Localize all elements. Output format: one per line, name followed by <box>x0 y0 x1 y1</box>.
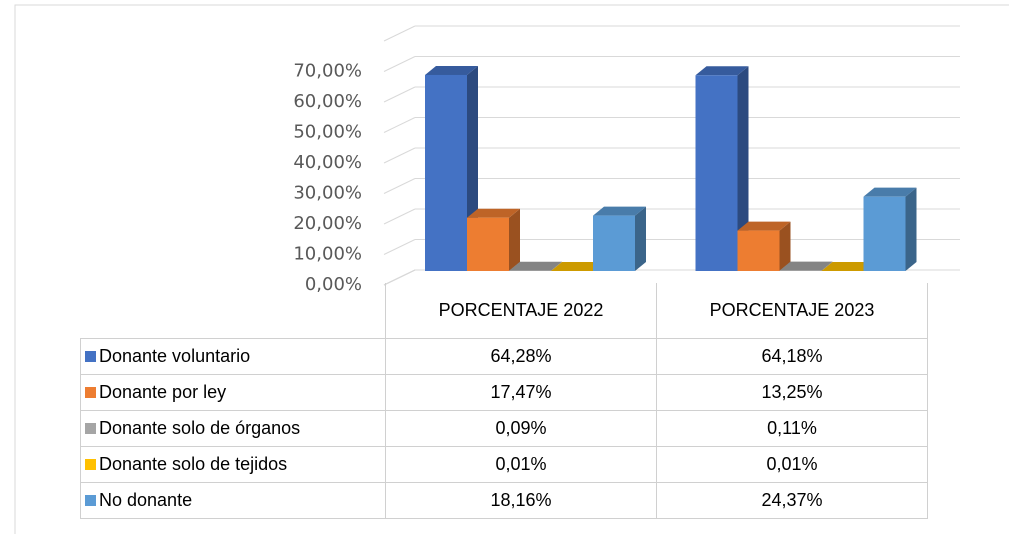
series-row: Donante solo de órganos 0,09% 0,11% <box>80 410 928 447</box>
legend-label: Donante voluntario <box>99 346 251 366</box>
legend-swatch <box>85 495 96 506</box>
bar-front <box>863 196 906 271</box>
value-cell: 0,01% <box>656 446 928 483</box>
grid-line-side <box>383 56 416 72</box>
y-tick-label: 40,00% <box>293 152 362 173</box>
bar <box>737 221 791 271</box>
y-tick-label: 60,00% <box>293 91 362 112</box>
value-cell: 0,09% <box>385 410 657 447</box>
legend-cell: No donante <box>80 482 386 519</box>
y-tick-label: 20,00% <box>293 213 362 234</box>
category-label: PORCENTAJE 2023 <box>656 283 928 339</box>
bar <box>425 65 478 271</box>
grid-line-side <box>383 86 416 103</box>
data-table: PORCENTAJE 2022 PORCENTAJE 2023 Donante vo… <box>80 283 928 519</box>
bar-front <box>467 217 509 271</box>
grid-line-side <box>383 178 416 194</box>
legend-cell: Donante voluntario <box>80 338 386 375</box>
legend-cell: Donante por ley <box>80 374 386 411</box>
grid-line-side <box>383 239 416 255</box>
value-cell: 0,11% <box>656 410 928 447</box>
legend-cell: Donante solo de tejidos <box>80 446 386 483</box>
bar <box>695 66 749 271</box>
bar-top <box>821 261 875 271</box>
bar <box>779 261 833 271</box>
bar-top <box>425 65 478 75</box>
bar-side <box>779 221 791 271</box>
bar-front <box>593 215 635 271</box>
bar-side <box>635 206 646 271</box>
bar-front <box>425 74 467 271</box>
series-row: No donante 18,16% 24,37% <box>80 482 928 519</box>
legend-swatch <box>85 387 96 398</box>
series-row: Donante voluntario 64,28% 64,18% <box>80 338 928 375</box>
legend-label: Donante por ley <box>99 382 227 402</box>
bar <box>593 206 646 271</box>
value-cell: 64,28% <box>385 338 657 375</box>
bar-top <box>695 66 749 76</box>
chart-border <box>14 4 1009 534</box>
bar-side <box>551 261 562 271</box>
bar-top <box>509 261 562 271</box>
grid-line-side <box>383 117 416 133</box>
series-row: Donante por ley 17,47% 13,25% <box>80 374 928 411</box>
bar-top <box>863 187 917 197</box>
bar-top <box>779 261 833 271</box>
bar-side <box>509 208 520 271</box>
bar-top <box>467 208 520 218</box>
bar-top <box>551 261 604 271</box>
value-cell: 64,18% <box>656 338 928 375</box>
value-cell: 0,01% <box>385 446 657 483</box>
bar <box>509 261 562 271</box>
y-tick-label: 10,00% <box>293 244 362 265</box>
bar-front <box>695 75 738 271</box>
legend-label: Donante solo de tejidos <box>99 454 288 474</box>
grid-line-side <box>383 208 416 225</box>
legend-swatch <box>85 459 96 470</box>
legend-label: Donante solo de órganos <box>99 418 301 438</box>
legend-cell: Donante solo de órganos <box>80 410 386 447</box>
bar <box>467 208 520 271</box>
value-cell: 18,16% <box>385 482 657 519</box>
y-tick-label: 70,00% <box>293 61 362 82</box>
grid-line-side <box>383 147 416 164</box>
value-cell: 17,47% <box>385 374 657 411</box>
bar-top <box>737 221 791 231</box>
bar-side <box>737 66 749 271</box>
header-row: PORCENTAJE 2022 PORCENTAJE 2023 <box>80 283 928 339</box>
bar-side <box>905 187 917 271</box>
series-row: Donante solo de tejidos 0,01% 0,01% <box>80 446 928 483</box>
legend-swatch <box>85 351 96 362</box>
legend-swatch <box>85 423 96 434</box>
grid-line-side <box>383 269 416 286</box>
bar-top <box>593 206 646 216</box>
y-tick-label: 50,00% <box>293 122 362 143</box>
wall-top-side <box>383 25 416 42</box>
bar-front <box>737 230 780 271</box>
bar-side <box>821 261 833 271</box>
bar <box>863 187 917 271</box>
value-cell: 24,37% <box>656 482 928 519</box>
value-cell: 13,25% <box>656 374 928 411</box>
legend-label: No donante <box>99 490 193 510</box>
category-label: PORCENTAJE 2022 <box>385 283 657 339</box>
y-tick-label: 30,00% <box>293 183 362 204</box>
corner-cell <box>80 283 386 339</box>
